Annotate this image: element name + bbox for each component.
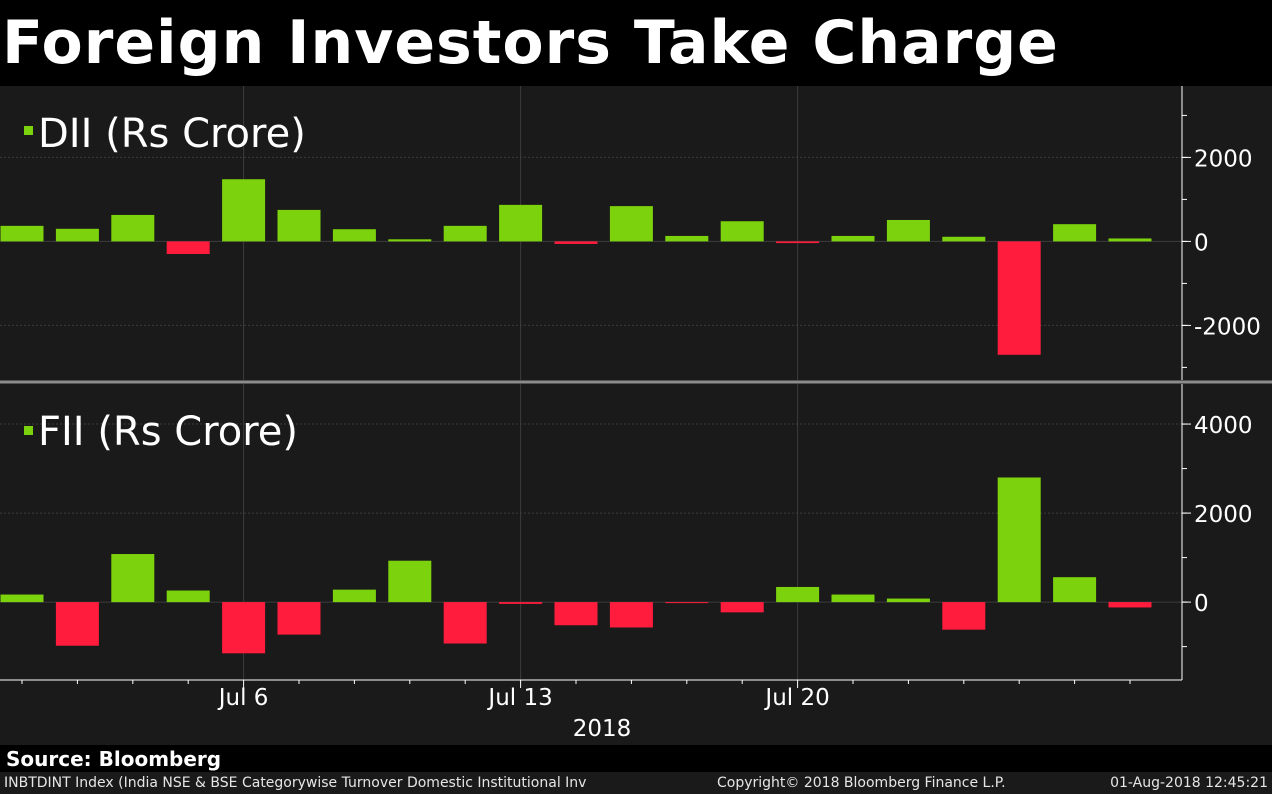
fii-bar-jul-24: [886, 598, 930, 603]
fii-bar-jul-19: [720, 602, 764, 613]
fii-ytick-label-0: 4000: [1194, 413, 1253, 439]
fii-bar-jul-9: [277, 602, 321, 635]
dii-bar-jul-9: [277, 209, 321, 242]
chart-background: [0, 86, 1272, 745]
fii-bar-jul-27: [1053, 577, 1097, 603]
dii-bar-jul-17: [609, 206, 653, 242]
dii-bar-jul-2: [0, 225, 44, 242]
dii-bar-jul-18: [665, 235, 709, 242]
footer-bar: INBTDINT Index (India NSE & BSE Category…: [0, 772, 1272, 794]
fii-bar-jul-12: [443, 602, 487, 644]
dii-bar-jul-16: [554, 241, 598, 244]
fii-bar-jul-5: [166, 590, 210, 603]
dii-bar-jul-4: [111, 214, 155, 242]
fii-bar-jul-26: [997, 477, 1041, 603]
fii-bar-jul-2: [0, 594, 44, 603]
fii-bar-jul-4: [111, 554, 155, 603]
dii-bar-jul-26: [997, 241, 1041, 355]
dii-bar-jul-11: [388, 239, 432, 242]
fii-bar-jul-11: [388, 560, 432, 603]
fii-ytick-label-2: 0: [1194, 591, 1209, 617]
fii-ytick-label-1: 2000: [1194, 502, 1253, 528]
dii-ytick-label-0: 2000: [1194, 146, 1253, 172]
dii-bar-jul-12: [443, 225, 487, 242]
timestamp: 01-Aug-2018 12:45:21: [1110, 775, 1268, 791]
fii-bar-jul-30: [1108, 602, 1152, 608]
dii-bar-jul-27: [1053, 224, 1097, 242]
chart-title: Foreign Investors Take Charge: [2, 8, 1059, 78]
fii-bar-jul-3: [55, 602, 99, 646]
fii-bar-jul-20: [776, 586, 820, 603]
dii-bar-jul-3: [55, 228, 99, 242]
dii-bar-jul-20: [776, 241, 820, 244]
x-year-label: 2018: [573, 716, 632, 742]
fii-legend-swatch: [24, 426, 33, 435]
fii-bar-jul-25: [942, 602, 986, 630]
dii-bar-jul-24: [886, 219, 930, 242]
fii-bar-jul-16: [554, 602, 598, 626]
dii-bar-jul-6: [222, 179, 266, 242]
fii-bar-jul-23: [831, 594, 875, 603]
dii-ytick-label-1: 0: [1194, 230, 1209, 256]
x-axis: Jul 6 Jul 13 Jul 20 2018: [0, 679, 1182, 742]
fii-bar-jul-18: [665, 602, 709, 604]
fii-bar-jul-13: [499, 602, 543, 604]
dii-bar-jul-10: [332, 229, 376, 242]
dii-bar-jul-5: [166, 241, 210, 254]
x-tick-label-2: Jul 20: [763, 685, 829, 711]
dii-bar-jul-23: [831, 235, 875, 242]
dii-ytick-label-2: -2000: [1194, 314, 1261, 340]
dii-bar-jul-19: [720, 221, 764, 242]
fii-legend-label: FII (Rs Crore): [38, 409, 298, 455]
index-description: INBTDINT Index (India NSE & BSE Category…: [4, 775, 587, 791]
source-label: Source: Bloomberg: [6, 747, 222, 771]
fii-bar-jul-6: [222, 602, 266, 654]
x-tick-label-0: Jul 6: [217, 685, 269, 711]
dii-legend-swatch: [24, 126, 33, 135]
fii-bar-jul-17: [609, 602, 653, 628]
chart-svg: 2000 0 -2000 DII (Rs Crore) 4000 2000 0 FII (R…: [0, 86, 1272, 745]
dii-bar-jul-30: [1108, 238, 1152, 242]
fii-panel: 4000 2000 0 FII (Rs Crore): [0, 384, 1253, 680]
dii-bar-jul-13: [499, 204, 543, 242]
fii-bar-jul-10: [332, 589, 376, 603]
dii-bar-jul-25: [942, 236, 986, 242]
dii-legend-label: DII (Rs Crore): [38, 111, 306, 157]
x-tick-label-1: Jul 13: [486, 685, 552, 711]
dii-panel: 2000 0 -2000 DII (Rs Crore): [0, 86, 1261, 380]
copyright: Copyright© 2018 Bloomberg Finance L.P.: [717, 775, 1006, 791]
